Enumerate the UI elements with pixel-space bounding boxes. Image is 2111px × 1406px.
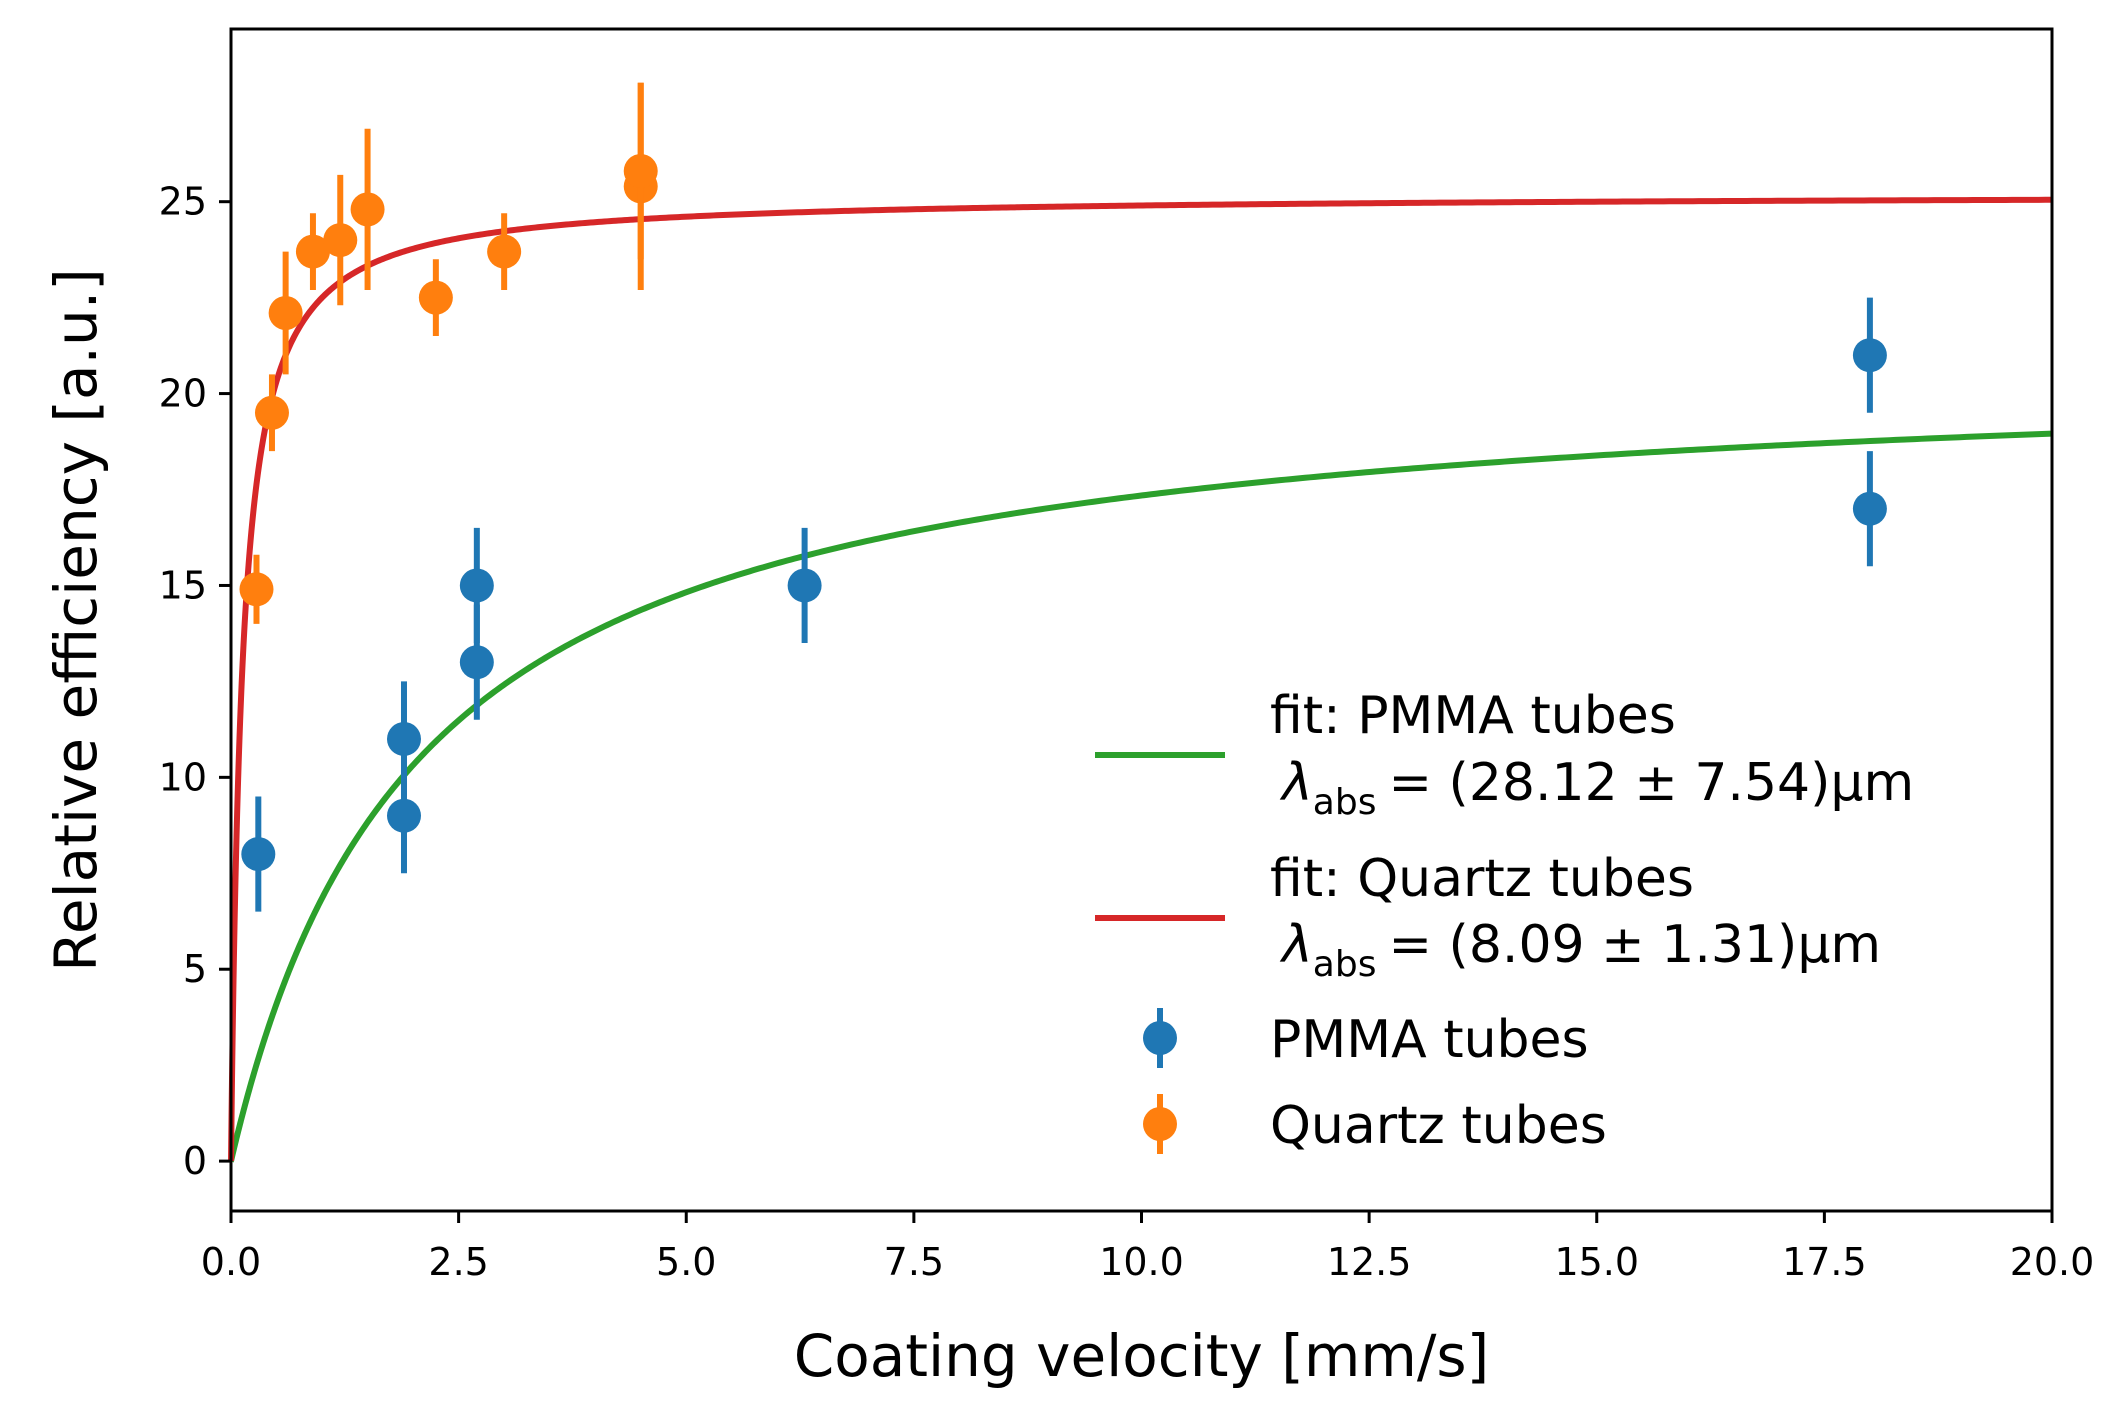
fit-line-pmma — [228, 430, 2053, 1163]
data-point-quartz — [323, 223, 358, 258]
data-point-pmma — [241, 837, 276, 872]
x-tick-label: 15.0 — [1554, 1240, 1639, 1284]
legend: fit: PMMA tubes λabs = (28.12 ± 7.54)µm f… — [1095, 686, 1914, 1156]
y-axis-ticks: 0 5 10 15 20 25 — [159, 180, 231, 1183]
y-tick-label: 15 — [159, 563, 207, 607]
data-points — [239, 82, 1887, 912]
legend-fit-quartz-lambda: λabs = (8.09 ± 1.31)µm — [1279, 915, 1881, 985]
legend-pmma-label: PMMA tubes — [1270, 1010, 1589, 1070]
data-point-pmma — [386, 721, 421, 756]
x-tick-label: 12.5 — [1327, 1240, 1412, 1284]
x-tick-label: 0.0 — [201, 1240, 261, 1284]
data-point-pmma — [459, 645, 494, 680]
legend-dot — [1143, 1107, 1177, 1141]
y-tick-label: 20 — [159, 372, 207, 416]
data-point-quartz — [623, 153, 658, 188]
data-point-quartz — [418, 280, 453, 315]
data-point-pmma — [459, 568, 494, 603]
data-point-pmma — [787, 568, 822, 603]
legend-fit-pmma-lambda: λabs = (28.12 ± 7.54)µm — [1279, 753, 1914, 823]
legend-fit-pmma-label: fit: PMMA tubes — [1270, 686, 1676, 746]
legend-fit-quartz-label: fit: Quartz tubes — [1270, 849, 1694, 909]
data-point-pmma — [1852, 338, 1887, 373]
data-point-pmma — [386, 798, 421, 833]
data-point-quartz — [239, 572, 274, 607]
data-point-quartz — [295, 234, 330, 269]
x-axis-label: Coating velocity [mm/s] — [794, 1322, 1490, 1390]
y-tick-label: 10 — [159, 755, 207, 799]
data-point-quartz — [487, 234, 522, 269]
x-tick-label: 2.5 — [428, 1240, 488, 1284]
y-tick-label: 25 — [159, 180, 207, 224]
data-point-quartz — [268, 295, 303, 330]
legend-quartz-label: Quartz tubes — [1270, 1096, 1607, 1156]
x-axis-ticks: 0.0 2.5 5.0 7.5 10.0 12.5 15.0 17.5 20.0 — [201, 1211, 2095, 1284]
data-point-quartz — [350, 192, 385, 227]
x-tick-label: 17.5 — [1782, 1240, 1867, 1284]
y-tick-label: 0 — [183, 1139, 207, 1183]
x-tick-label: 20.0 — [2010, 1240, 2095, 1284]
x-tick-label: 7.5 — [884, 1240, 944, 1284]
legend-dot — [1143, 1021, 1177, 1055]
data-point-quartz — [254, 395, 289, 430]
y-axis-label: Relative efficiency [a.u.] — [42, 268, 110, 972]
legend-quartz-marker — [1143, 1094, 1177, 1154]
x-tick-label: 5.0 — [656, 1240, 716, 1284]
y-tick-label: 5 — [183, 947, 207, 991]
data-point-pmma — [1852, 491, 1887, 526]
legend-pmma-marker — [1143, 1008, 1177, 1068]
x-tick-label: 10.0 — [1099, 1240, 1184, 1284]
